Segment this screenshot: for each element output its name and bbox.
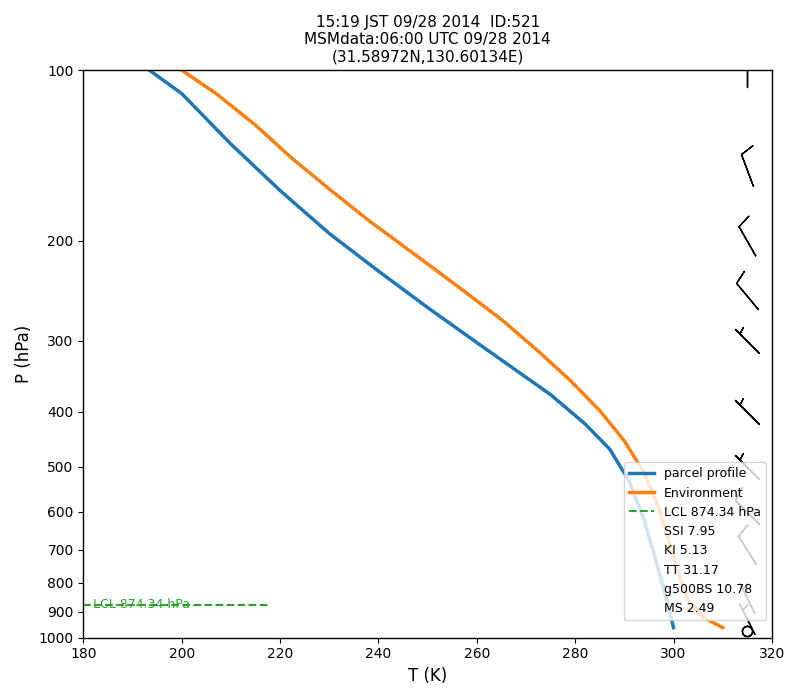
Environment bbox=[674, 569, 683, 577]
Environment bbox=[718, 624, 727, 632]
Title: 15:19 JST 09/28 2014  ID:521
MSMdata:06:00 UTC 09/28 2014
(31.58972N,130.60134E): 15:19 JST 09/28 2014 ID:521 MSMdata:06:0… bbox=[304, 15, 551, 65]
Line: Environment: Environment bbox=[182, 70, 722, 628]
Environment bbox=[211, 90, 221, 98]
Environment bbox=[364, 216, 374, 225]
parcel profile bbox=[664, 602, 674, 610]
Environment bbox=[452, 281, 462, 290]
parcel profile bbox=[659, 584, 669, 593]
Environment bbox=[595, 407, 605, 415]
parcel profile bbox=[423, 303, 433, 312]
Environment bbox=[325, 185, 334, 193]
parcel profile bbox=[511, 366, 521, 375]
Environment bbox=[664, 537, 674, 545]
Environment bbox=[177, 66, 186, 74]
parcel profile bbox=[669, 624, 678, 632]
parcel profile bbox=[605, 444, 614, 453]
Environment bbox=[531, 345, 541, 354]
parcel profile bbox=[649, 549, 658, 557]
Environment bbox=[285, 153, 294, 161]
parcel profile bbox=[472, 338, 482, 346]
Environment bbox=[683, 596, 693, 604]
parcel profile bbox=[580, 420, 590, 428]
Environment bbox=[639, 468, 649, 477]
parcel profile bbox=[226, 140, 236, 148]
Environment bbox=[566, 376, 575, 384]
Y-axis label: P (hPa): P (hPa) bbox=[15, 325, 33, 383]
Environment bbox=[497, 315, 506, 323]
Environment bbox=[408, 248, 418, 257]
parcel profile bbox=[374, 267, 383, 275]
Line: parcel profile: parcel profile bbox=[98, 30, 674, 628]
parcel profile bbox=[325, 230, 334, 238]
Environment bbox=[250, 121, 260, 130]
parcel profile bbox=[625, 477, 634, 485]
parcel profile bbox=[639, 516, 649, 524]
X-axis label: T (K): T (K) bbox=[408, 667, 447, 685]
Environment bbox=[619, 437, 629, 445]
parcel profile bbox=[546, 391, 555, 399]
Legend: parcel profile, Environment, LCL 874.34 hPa, SSI 7.95, KI 5.13, TT 31.17, g500BS: parcel profile, Environment, LCL 874.34 … bbox=[624, 463, 766, 620]
Environment bbox=[698, 613, 708, 622]
parcel profile bbox=[275, 186, 285, 195]
Environment bbox=[654, 503, 663, 512]
parcel profile bbox=[108, 40, 118, 48]
parcel profile bbox=[138, 61, 147, 69]
Text: LCL 874.34 hPa: LCL 874.34 hPa bbox=[94, 598, 190, 611]
parcel profile bbox=[94, 26, 103, 34]
parcel profile bbox=[177, 90, 186, 98]
